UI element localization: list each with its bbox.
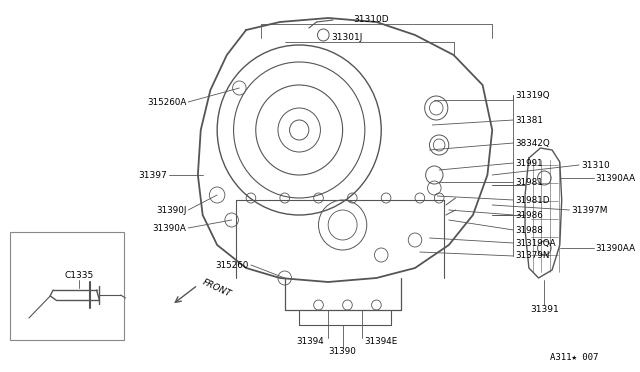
- Text: C1335: C1335: [65, 272, 94, 280]
- Bar: [10, 232, 124, 340]
- Text: A311★ 007: A311★ 007: [550, 353, 598, 362]
- Text: 31381: 31381: [515, 115, 543, 125]
- Text: 31301J: 31301J: [332, 32, 363, 42]
- Text: FRONT: FRONT: [201, 278, 232, 299]
- Text: 31310D: 31310D: [354, 15, 389, 23]
- Text: 31310: 31310: [581, 160, 610, 170]
- Text: 31390J: 31390J: [156, 205, 186, 215]
- Text: 31391: 31391: [530, 305, 559, 314]
- Text: 31390AA: 31390AA: [595, 244, 636, 253]
- Text: 31319Q: 31319Q: [515, 90, 550, 99]
- Text: 31991: 31991: [515, 158, 543, 167]
- Text: 31319QA: 31319QA: [515, 238, 556, 247]
- Text: 31379N: 31379N: [515, 251, 550, 260]
- Text: 31390A: 31390A: [152, 224, 186, 232]
- Text: 31397M: 31397M: [572, 205, 608, 215]
- Text: 315260: 315260: [216, 260, 249, 269]
- Text: 31390AA: 31390AA: [595, 173, 636, 183]
- Text: 31394: 31394: [296, 337, 324, 346]
- Text: 31390: 31390: [329, 347, 356, 356]
- Text: 31986: 31986: [515, 211, 543, 219]
- Text: 31397: 31397: [138, 170, 167, 180]
- Text: 31981D: 31981D: [515, 196, 550, 205]
- Text: 315260A: 315260A: [147, 97, 186, 106]
- Text: 31988: 31988: [515, 225, 543, 234]
- Text: 31394E: 31394E: [364, 337, 397, 346]
- Text: 31981: 31981: [515, 177, 543, 186]
- Text: 38342Q: 38342Q: [515, 138, 550, 148]
